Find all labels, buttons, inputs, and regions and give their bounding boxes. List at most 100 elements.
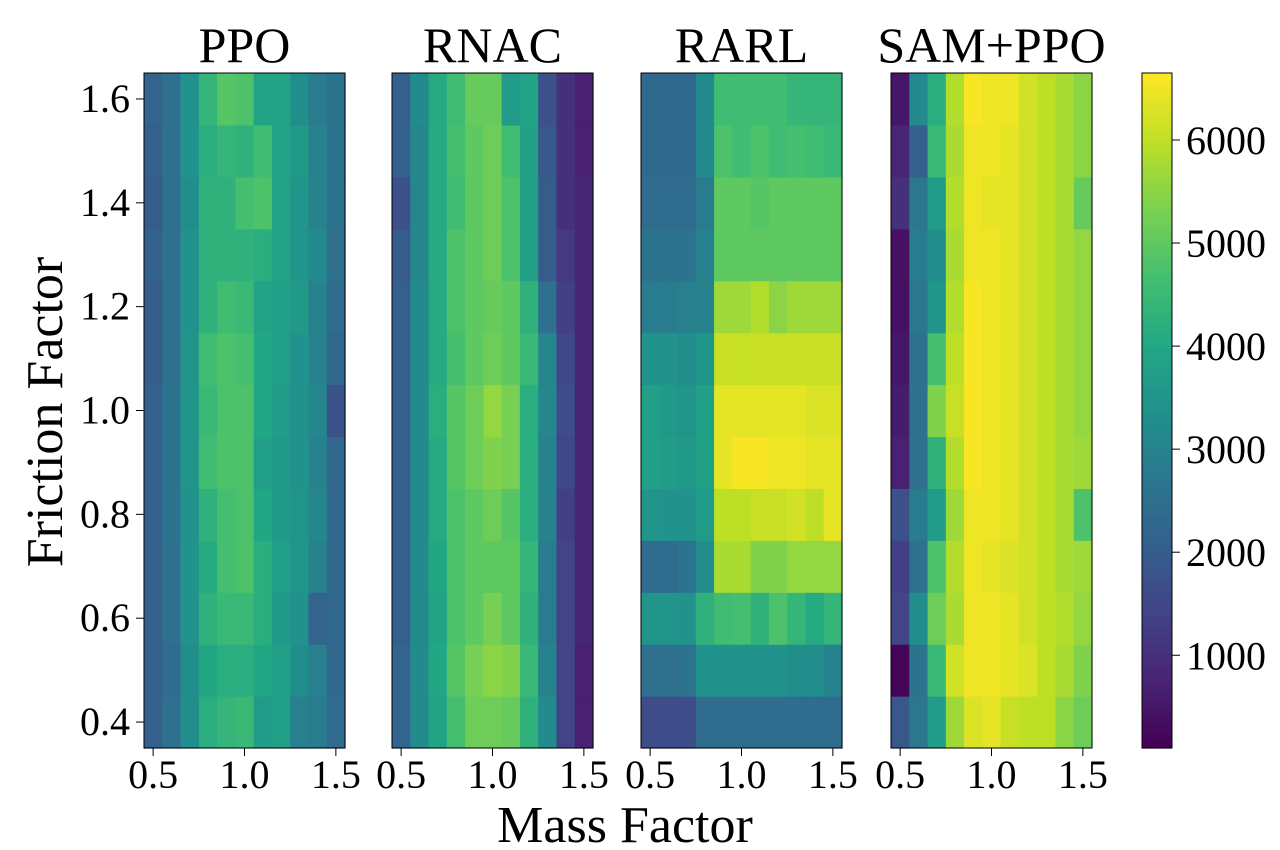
heatmap-cell — [787, 73, 806, 126]
heatmap-cell — [447, 592, 466, 645]
heatmap-cell — [199, 540, 218, 593]
heatmap-cell — [982, 436, 1001, 489]
heatmap-cell — [217, 125, 236, 178]
heatmap-cell — [254, 696, 273, 749]
heatmap-cell — [162, 696, 181, 749]
heatmap-cell — [465, 644, 484, 697]
heatmap-cell — [1001, 281, 1020, 334]
heatmap-cell — [1074, 696, 1093, 749]
heatmap-cell — [751, 488, 770, 541]
heatmap-cell — [824, 177, 843, 230]
colorbar-tick-label: 4000 — [1186, 324, 1266, 369]
heatmap-cell — [641, 436, 660, 489]
heatmap-cell — [199, 333, 218, 386]
heatmap-cell — [891, 696, 910, 749]
heatmap-cell — [429, 385, 448, 438]
heatmap-cell — [805, 229, 824, 282]
heatmap-cell — [235, 436, 254, 489]
heatmap-cell — [483, 73, 502, 126]
heatmap-cell — [308, 592, 327, 645]
x-tick-label: 1.0 — [717, 752, 767, 797]
heatmap-cell — [732, 436, 751, 489]
heatmap-cell — [732, 73, 751, 126]
heatmap-cell — [769, 125, 788, 178]
heatmap-cell — [787, 385, 806, 438]
heatmap-cell — [732, 229, 751, 282]
heatmap-cell — [946, 592, 965, 645]
heatmap-cell — [714, 592, 733, 645]
heatmap-cell — [290, 229, 309, 282]
heatmap-cell — [982, 177, 1001, 230]
heatmap-cell — [769, 696, 788, 749]
heatmap-cell — [392, 73, 411, 126]
heatmap-cell — [410, 592, 429, 645]
heatmap-cell — [254, 436, 273, 489]
heatmap-cell — [787, 644, 806, 697]
heatmap-cell — [1037, 696, 1056, 749]
heatmap-cell — [659, 696, 678, 749]
heatmap-cell — [1001, 73, 1020, 126]
heatmap-cell — [732, 385, 751, 438]
heatmap-cell — [909, 73, 928, 126]
heatmap-cell — [483, 592, 502, 645]
heatmap-cell — [678, 229, 697, 282]
heatmap-cell — [1001, 125, 1020, 178]
heatmap-cell — [1074, 229, 1093, 282]
heatmap-cell — [181, 229, 200, 282]
heatmap-cell — [327, 333, 346, 386]
heatmap-cell — [556, 281, 575, 334]
heatmap-cell — [410, 73, 429, 126]
heatmap-cell — [1055, 696, 1074, 749]
heatmap-cell — [805, 592, 824, 645]
x-tick-label: 0.5 — [625, 752, 675, 797]
heatmap-cell — [891, 644, 910, 697]
heatmap-cell — [556, 488, 575, 541]
heatmap-cell — [502, 592, 521, 645]
heatmap-cell — [575, 229, 594, 282]
heatmap-cell — [235, 281, 254, 334]
heatmap-cell — [272, 592, 291, 645]
heatmap-cell — [659, 540, 678, 593]
heatmap-cell — [1037, 177, 1056, 230]
heatmap-cell — [891, 540, 910, 593]
heatmap-cell — [805, 540, 824, 593]
heatmap-cell — [520, 125, 539, 178]
heatmap-cell — [1074, 540, 1093, 593]
heatmap-cell — [678, 333, 697, 386]
x-tick-label: 0.5 — [376, 752, 426, 797]
heatmap-cell — [575, 125, 594, 178]
heatmap-cell — [162, 644, 181, 697]
heatmap-cell — [824, 281, 843, 334]
heatmap-cell — [447, 125, 466, 178]
heatmap-cell — [714, 177, 733, 230]
heatmap-cell — [659, 333, 678, 386]
heatmap-cell — [538, 229, 557, 282]
heatmap-cell — [696, 592, 715, 645]
heatmap-cell — [181, 488, 200, 541]
panel-title: RARL — [675, 17, 808, 73]
heatmap-cell — [429, 488, 448, 541]
heatmap-cell — [928, 488, 947, 541]
heatmap-cell — [254, 281, 273, 334]
heatmap-cell — [447, 540, 466, 593]
heatmap-cell — [946, 644, 965, 697]
heatmap-cell — [392, 436, 411, 489]
heatmap-cell — [308, 229, 327, 282]
heatmap-cell — [787, 281, 806, 334]
heatmap-cell — [199, 696, 218, 749]
heatmap-cell — [235, 73, 254, 126]
heatmap-cell — [162, 436, 181, 489]
heatmap-cell — [447, 385, 466, 438]
heatmap-cell — [1037, 592, 1056, 645]
heatmap-cell — [483, 540, 502, 593]
heatmap-cell — [714, 540, 733, 593]
x-tick-label: 1.0 — [468, 752, 518, 797]
heatmap-cell — [556, 385, 575, 438]
heatmap-cell — [787, 333, 806, 386]
heatmap-cell — [964, 488, 983, 541]
x-tick-label: 0.5 — [875, 752, 925, 797]
heatmap-cell — [678, 488, 697, 541]
heatmap-cell — [1019, 436, 1038, 489]
heatmap-cell — [144, 125, 163, 178]
heatmap-cell — [144, 540, 163, 593]
